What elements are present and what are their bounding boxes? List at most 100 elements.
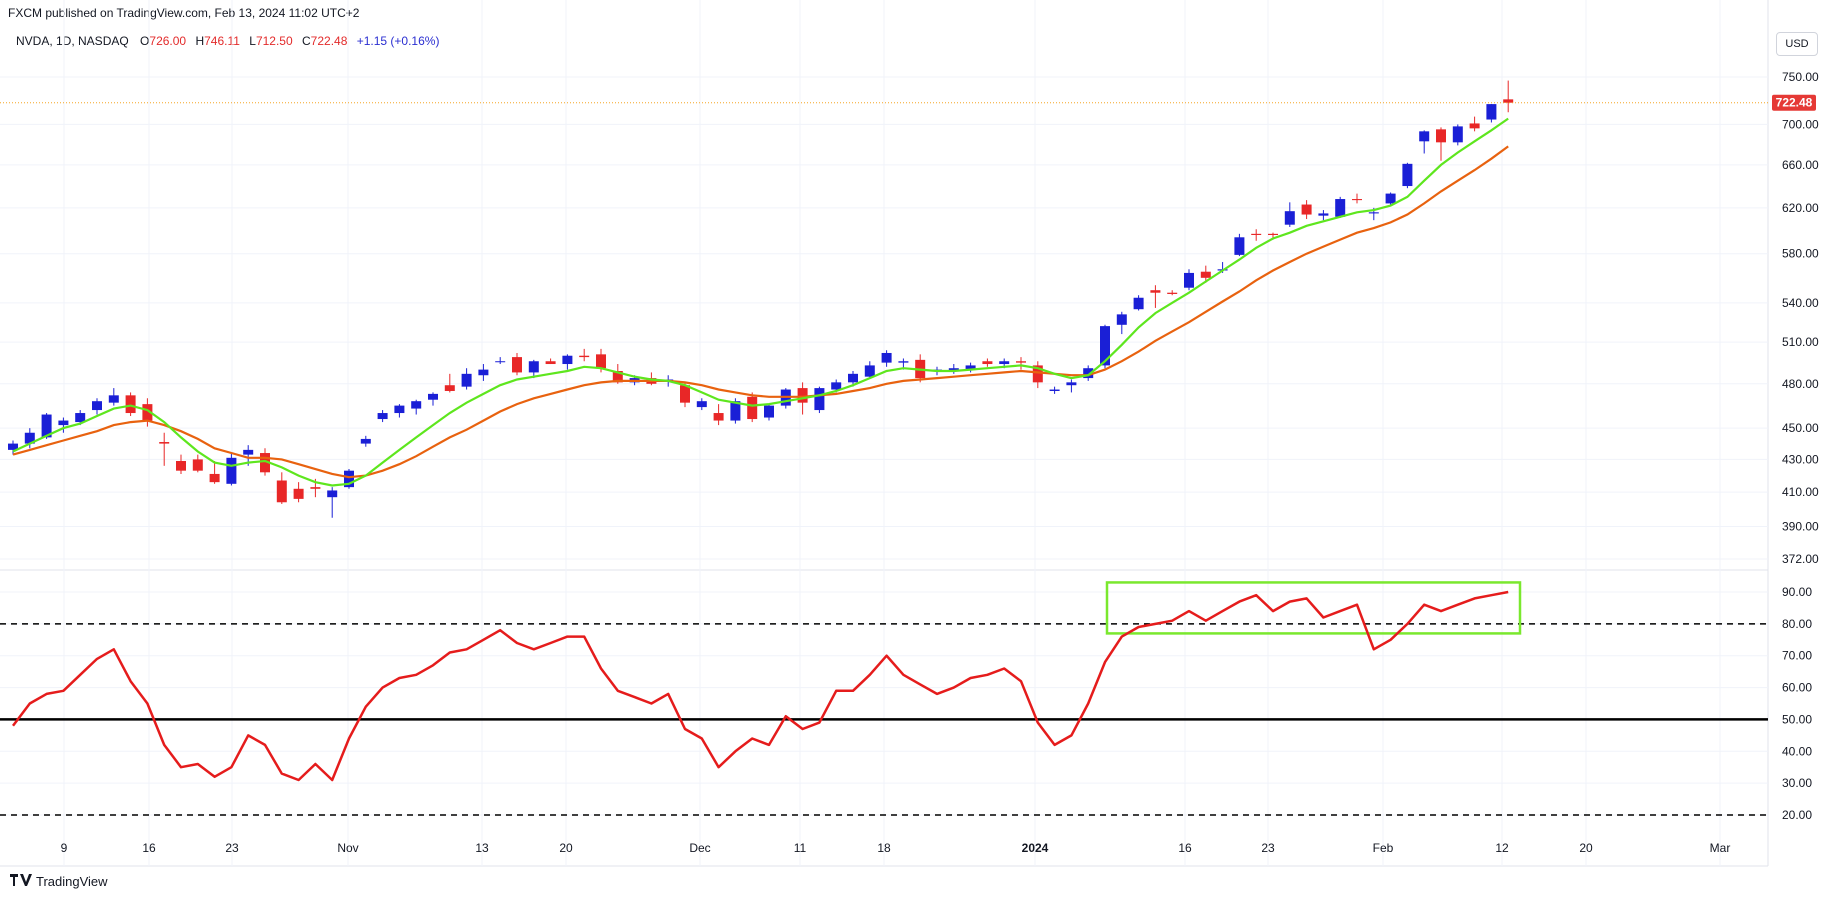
candle-body (848, 373, 858, 383)
candle-body (1352, 199, 1362, 201)
candle-body (142, 404, 153, 421)
currency-button[interactable]: USD (1776, 32, 1818, 56)
candle-body (1083, 368, 1094, 379)
rsi-line (12, 590, 1509, 782)
candle-body (125, 395, 136, 414)
candle-body (327, 490, 338, 498)
time-tick-label: 16 (1178, 841, 1192, 855)
tradingview-logo-text: TradingView (36, 874, 108, 889)
candle-body (1419, 131, 1430, 142)
tradingview-footer[interactable]: TradingView (10, 874, 108, 889)
candle-body (1318, 213, 1329, 216)
time-tick-label: Mar (1710, 841, 1731, 855)
price-tick-label: 480.00 (1782, 377, 1819, 391)
candle-body (1066, 382, 1077, 386)
high-value: 746.11 (204, 34, 240, 48)
time-tick-label: Feb (1373, 841, 1394, 855)
candle-body (75, 413, 86, 423)
candle-body (1469, 123, 1480, 129)
ohlc-legend: NVDA, 1D, NASDAQ O726.00 H746.11 L712.50… (16, 34, 439, 48)
candle-body (814, 388, 825, 411)
candle-body (344, 470, 354, 488)
time-tick-label: 12 (1495, 841, 1509, 855)
low-value: 712.50 (255, 34, 293, 48)
publish-header: FXCM published on TradingView.com, Feb 1… (8, 6, 359, 20)
candle-body (696, 401, 707, 408)
price-tick-label: 750.00 (1782, 70, 1819, 84)
candle-body (1268, 233, 1278, 235)
price-axis[interactable]: 750.00 700.00 660.00 620.00 580.00 540.00 510.… (1782, 70, 1819, 566)
candle-body (495, 361, 506, 363)
price-tick-label: 540.00 (1782, 296, 1819, 310)
rsi-tick-label: 20.00 (1782, 808, 1812, 822)
price-tick-label: 510.00 (1782, 335, 1819, 349)
time-tick-label: 20 (559, 841, 573, 855)
candle-body (1116, 314, 1127, 325)
candle-body (226, 457, 237, 484)
time-tick-label: 11 (794, 841, 807, 855)
open-value: 726.00 (149, 34, 187, 48)
candle-body (730, 401, 741, 421)
candle-body (713, 413, 724, 421)
rsi-tick-label: 70.00 (1782, 649, 1812, 663)
candle-body (1234, 237, 1245, 255)
candle-body (176, 461, 186, 471)
candle-body (41, 414, 52, 438)
candle-body (965, 365, 976, 370)
tradingview-logo-icon (10, 874, 32, 889)
candle-body (528, 361, 539, 373)
candle-body (1436, 129, 1446, 143)
time-axis[interactable]: 9 16 23 Nov 13 20 Dec 11 18 2024 16 23 Feb 12 20 Mar (61, 841, 1731, 855)
time-tick-label: 20 (1579, 841, 1593, 855)
candle-body (260, 453, 270, 473)
close-value: 722.48 (310, 34, 348, 48)
last-price-badge-group: 722.48 (1772, 94, 1816, 111)
rsi-pane[interactable] (0, 581, 1768, 816)
time-tick-label: 16 (142, 841, 156, 855)
candle-body (293, 488, 304, 499)
candle-body (8, 443, 18, 450)
high-label: H (195, 34, 205, 48)
candle-body (108, 395, 119, 403)
fast-moving-average-line (12, 117, 1509, 487)
candle-body (596, 354, 606, 369)
candle-body (1032, 365, 1043, 383)
rsi-tick-label: 50.00 (1782, 712, 1812, 726)
candle-body (276, 480, 287, 503)
symbol-label[interactable]: NVDA, 1D, NASDAQ (16, 34, 129, 48)
time-tick-label: 13 (475, 841, 489, 855)
change-value: +1.15 (+0.16%) (356, 34, 440, 48)
candle-body (1284, 211, 1295, 225)
candle-body (461, 373, 472, 387)
candle-body (999, 361, 1010, 365)
candle-body (545, 361, 556, 365)
time-tick-label: 23 (225, 841, 239, 855)
candle-body (310, 487, 321, 489)
time-tick-label: 18 (877, 841, 891, 855)
slow-moving-average-line (12, 145, 1509, 479)
time-tick-label: 23 (1261, 841, 1275, 855)
candle-body (1385, 193, 1396, 204)
last-price-label: 722.48 (1776, 96, 1813, 110)
candle-body (579, 355, 590, 358)
candle-body (428, 393, 438, 400)
rsi-axis[interactable]: 90.00 80.00 70.00 60.00 50.00 40.00 30.00 20.00 (1782, 585, 1812, 822)
rsi-tick-label: 60.00 (1782, 681, 1812, 695)
time-tick-label: 9 (61, 841, 68, 855)
candle-body (1368, 212, 1379, 214)
price-tick-label: 390.00 (1782, 520, 1819, 534)
candle-body (1016, 361, 1026, 363)
candle-body (58, 420, 69, 426)
price-pane[interactable] (0, 80, 1768, 518)
open-label: O (140, 34, 150, 48)
candle-body (1200, 271, 1211, 278)
candle-body (1167, 292, 1178, 294)
candle-body (948, 368, 959, 372)
candle-body (562, 355, 573, 365)
candle-body (92, 401, 102, 411)
price-tick-label: 430.00 (1782, 452, 1819, 466)
candle-body (1335, 199, 1346, 217)
candle-body (192, 459, 203, 471)
candle-body (764, 405, 774, 418)
